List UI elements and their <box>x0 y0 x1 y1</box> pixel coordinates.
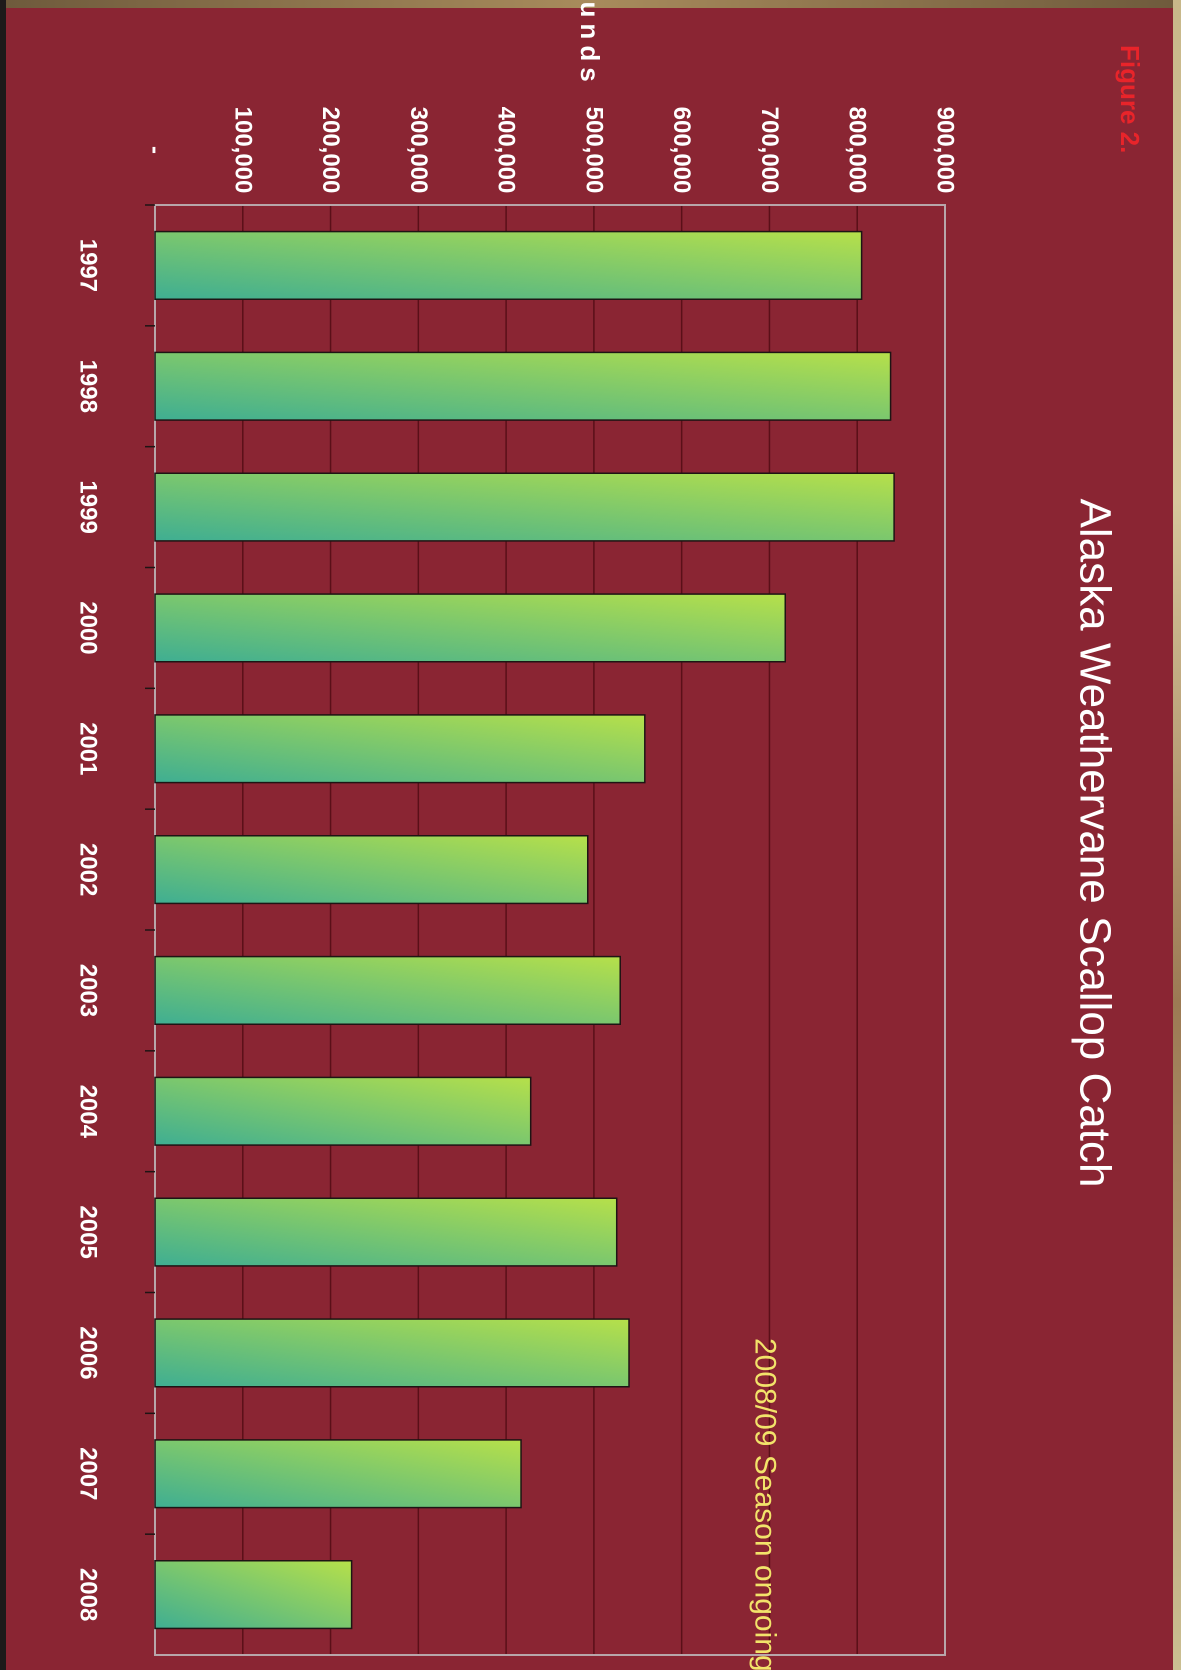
bar-2003 <box>154 955 621 1025</box>
value-tick-label: 100,000 <box>229 107 256 194</box>
category-tick-label-2000: 2000 <box>75 601 102 654</box>
category-tick-label-1998: 1998 <box>75 360 102 413</box>
category-tick-label-1999: 1999 <box>75 480 102 533</box>
value-tick-label: 600,000 <box>668 107 695 194</box>
category-tick-label-2006: 2006 <box>75 1326 102 1379</box>
category-tick-label-2004: 2004 <box>75 1085 102 1139</box>
value-axis-title: Pounds <box>575 0 605 88</box>
page-edge-left <box>0 0 6 1670</box>
season-note: 2008/09 Season ongoing <box>749 1338 782 1670</box>
bar-2004 <box>154 1076 532 1146</box>
category-tick-label-2003: 2003 <box>75 964 102 1017</box>
bar-2000 <box>154 593 786 663</box>
value-axis-ticks: - 100,000 200,000 300,000 400,000 500,000 600,… <box>142 107 959 194</box>
bar-1999 <box>154 472 895 542</box>
page-edge-right <box>1173 0 1181 1670</box>
value-tick-label: 400,000 <box>493 107 520 194</box>
bar-2007 <box>154 1439 522 1509</box>
category-tick-label-2002: 2002 <box>75 843 102 896</box>
bar-2002 <box>154 835 589 905</box>
figure-label: Figure 2. <box>1115 45 1145 153</box>
bar-2005 <box>154 1197 618 1267</box>
category-tick-label-2005: 2005 <box>75 1205 102 1258</box>
value-tick-label: - <box>142 146 169 154</box>
value-tick-label: 700,000 <box>756 107 783 194</box>
value-tick-label: 900,000 <box>932 107 959 194</box>
page-edge-top <box>0 0 1181 8</box>
value-tick-label: 500,000 <box>580 107 607 194</box>
value-tick-label: 800,000 <box>844 107 871 194</box>
value-tick-label: 300,000 <box>405 107 432 194</box>
category-tick-label-2001: 2001 <box>75 722 102 775</box>
category-axis-ticks: 1997 1998 1999 2000 2001 2002 2003 2004 2005 2006… <box>75 204 155 1621</box>
chart-title: Alaska Weathervane Scallop Catch <box>1071 499 1120 1188</box>
gridlines <box>242 205 946 1655</box>
bar-2001 <box>154 714 646 784</box>
plot-frame <box>154 204 946 1656</box>
bar-1997 <box>154 230 863 300</box>
bar-1998 <box>154 351 892 421</box>
category-tick-label-1997: 1997 <box>75 239 102 292</box>
category-tick-label-2007: 2007 <box>75 1447 102 1500</box>
bars <box>154 230 895 1630</box>
category-tick-label-2008: 2008 <box>75 1568 102 1621</box>
bar-2008 <box>154 1560 353 1630</box>
bar-2006 <box>154 1318 630 1388</box>
value-tick-label: 200,000 <box>317 107 344 194</box>
